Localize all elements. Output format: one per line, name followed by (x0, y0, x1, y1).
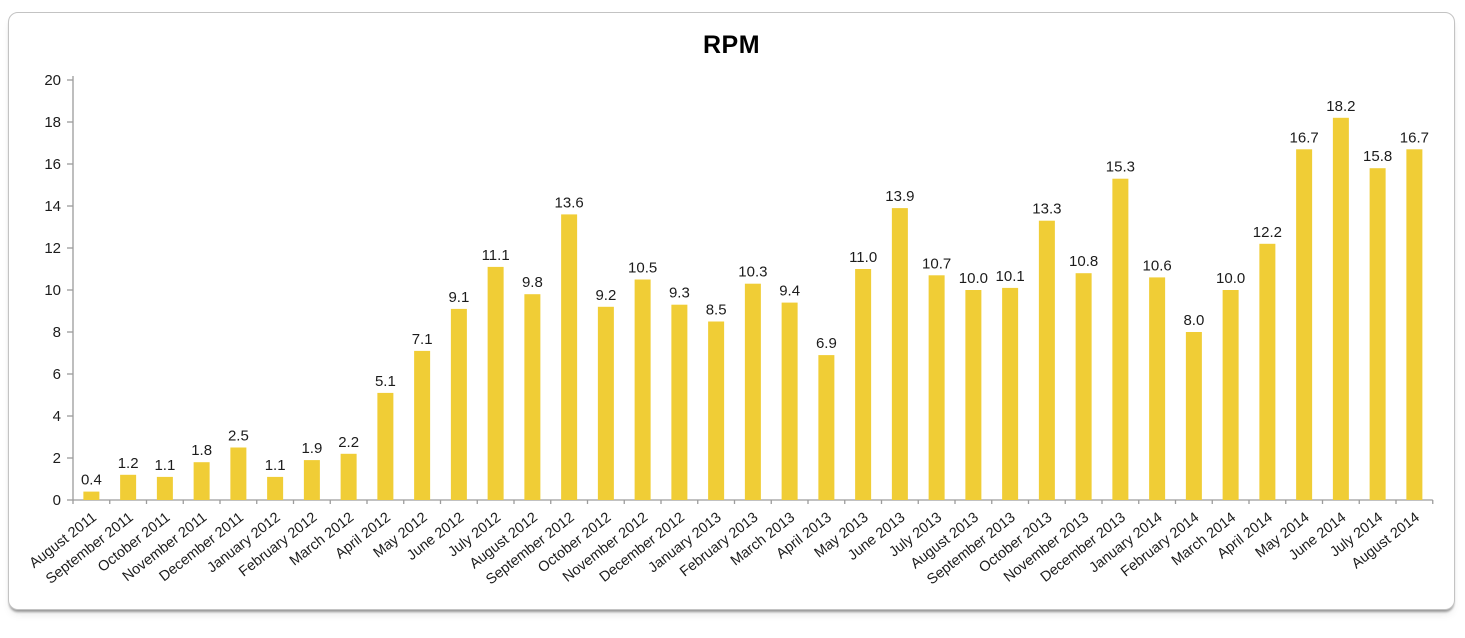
bar (1185, 332, 1202, 500)
bar (928, 275, 945, 500)
bar-value-label: 11.1 (482, 247, 510, 264)
bar-value-label: 8.5 (706, 302, 727, 319)
bar-value-label: 10.8 (1069, 253, 1098, 270)
bar-value-label: 7.1 (412, 331, 433, 348)
bar-value-label: 13.6 (555, 194, 584, 211)
y-tick-label: 16 (44, 156, 61, 173)
y-tick-label: 14 (44, 198, 61, 215)
bar (1369, 168, 1386, 500)
bar-value-label: 1.9 (301, 440, 322, 457)
bar-value-label: 13.3 (1032, 201, 1061, 218)
bar (120, 474, 137, 500)
bar-value-label: 5.1 (375, 373, 396, 390)
y-tick-label: 0 (53, 492, 61, 509)
bar (377, 392, 394, 500)
bar-value-label: 15.3 (1106, 159, 1135, 176)
bar-value-label: 10.0 (1216, 270, 1245, 287)
bar-value-label: 9.8 (522, 274, 543, 291)
bar (193, 462, 210, 500)
y-tick-label: 18 (44, 114, 61, 131)
bar-value-label: 8.0 (1183, 312, 1204, 329)
bar (267, 476, 284, 500)
bar (855, 269, 872, 500)
bar (671, 304, 688, 500)
chart-title: RPM (702, 31, 761, 59)
bar (1002, 287, 1019, 500)
bar-value-label: 9.2 (595, 287, 616, 304)
bar (1149, 277, 1166, 500)
bar-value-label: 9.3 (669, 285, 690, 302)
bar (1112, 178, 1129, 500)
bar (1222, 290, 1239, 500)
y-tick-label: 20 (44, 72, 61, 89)
bar (1259, 243, 1276, 501)
bar (1038, 220, 1055, 500)
bar (450, 308, 467, 500)
bar (965, 290, 982, 500)
bar (487, 266, 504, 500)
y-tick-label: 2 (53, 450, 61, 467)
y-tick-label: 4 (53, 408, 61, 425)
bar-value-label: 10.6 (1143, 257, 1172, 274)
bar (303, 460, 320, 500)
bar (1075, 273, 1092, 500)
y-tick-label: 6 (53, 366, 61, 383)
bar (414, 350, 431, 500)
bar-value-label: 12.2 (1253, 224, 1282, 241)
bar (818, 355, 835, 500)
bar (230, 447, 247, 500)
bar-value-label: 16.7 (1290, 129, 1319, 146)
bar (891, 208, 908, 500)
bar (634, 279, 651, 500)
bar-value-label: 10.1 (996, 268, 1025, 285)
y-tick-label: 12 (44, 240, 61, 257)
bar-value-label: 18.2 (1326, 98, 1355, 115)
bar (1406, 149, 1423, 501)
bar (561, 214, 578, 500)
bar-value-label: 15.8 (1363, 148, 1392, 165)
bar-value-label: 1.8 (191, 442, 212, 459)
bar (1296, 149, 1313, 501)
bar-value-label: 6.9 (816, 335, 837, 352)
bar-value-label: 10.0 (959, 270, 988, 287)
bar (156, 476, 173, 500)
bar (708, 321, 725, 500)
bar-value-label: 11.0 (849, 249, 877, 266)
bar (597, 306, 614, 500)
y-tick-label: 8 (53, 324, 61, 341)
bar (1332, 117, 1349, 501)
bar-value-label: 16.7 (1400, 129, 1429, 146)
bar (83, 491, 100, 500)
bar-value-label: 2.5 (228, 428, 249, 445)
bar-value-label: 2.2 (338, 434, 359, 451)
y-tick-label: 10 (44, 282, 61, 299)
bar-value-label: 9.1 (448, 289, 469, 306)
bar (524, 294, 541, 500)
bar (781, 302, 798, 500)
bar-value-label: 1.1 (265, 457, 286, 474)
bar-value-label: 13.9 (885, 188, 914, 205)
bar (744, 283, 761, 500)
bar-value-label: 10.3 (738, 264, 767, 281)
bar-value-label: 10.7 (922, 255, 951, 272)
bar-value-label: 0.4 (81, 472, 102, 489)
bar-value-label: 9.4 (779, 283, 800, 300)
bar (340, 453, 357, 500)
bar-value-label: 10.5 (628, 260, 657, 277)
chart-card: RPM 0 2 4 6 8 10 12 14 16 18 20 0.4 August 2011 1.2 Se… (8, 12, 1455, 610)
bar-value-label: 1.1 (154, 457, 175, 474)
bar-value-label: 1.2 (118, 455, 139, 472)
